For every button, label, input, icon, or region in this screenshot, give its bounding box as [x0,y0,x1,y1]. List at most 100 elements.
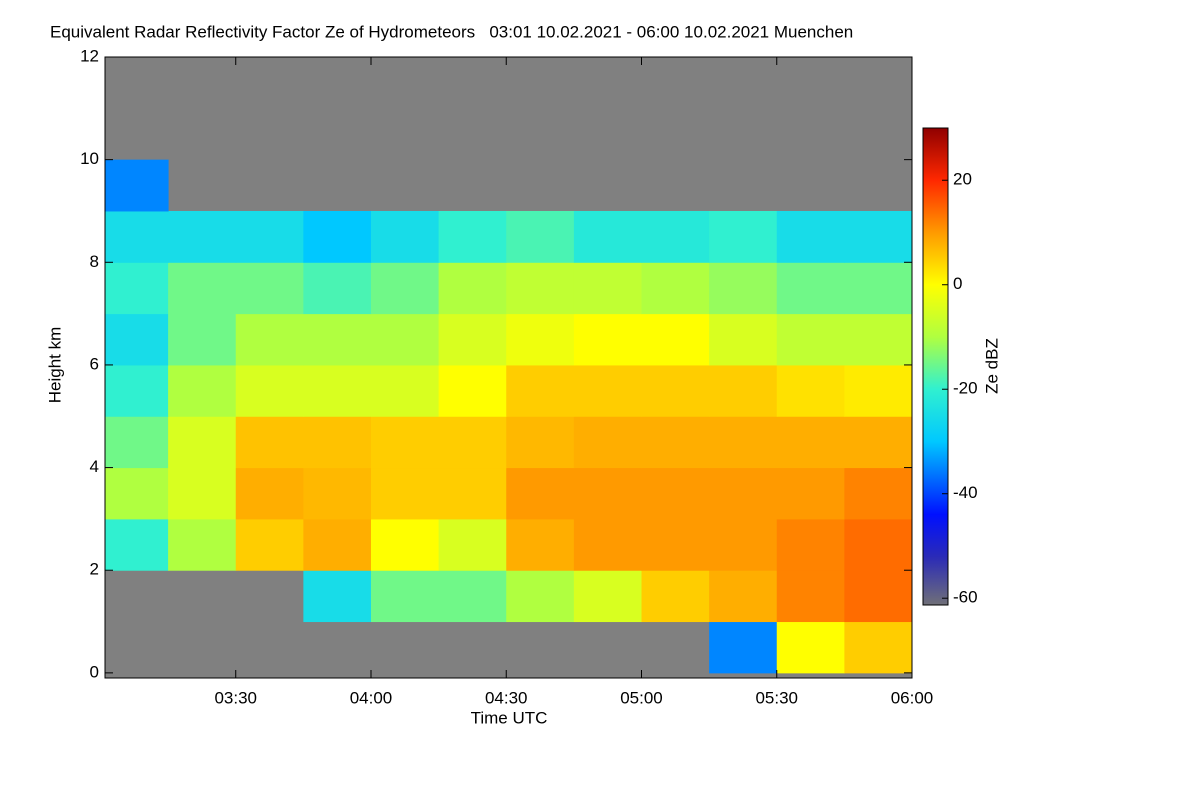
heat-cell [776,313,845,366]
heat-cell [709,416,778,469]
heat-cell [168,262,237,315]
x-tick-label: 05:00 [620,688,663,707]
heat-cell [641,467,710,520]
heat-cell [303,570,372,623]
heat-cell [776,262,845,315]
heat-cell [168,416,237,469]
heat-cell [303,467,372,520]
heat-cell [105,416,169,469]
heat-cell [303,364,372,417]
heat-cell [303,313,372,366]
heat-cell [641,570,710,623]
heat-cell [438,364,507,417]
heat-cell [105,210,169,263]
y-axis-label: Height km [45,327,64,404]
heat-cell [709,313,778,366]
heat-cell [438,210,507,263]
heat-cell [370,210,440,263]
heat-cell [844,364,913,417]
heat-cell [709,570,778,623]
heat-cell [573,262,642,315]
heat-cell [506,364,575,417]
y-tick-label: 0 [90,662,99,681]
heat-cell [573,518,642,571]
heat-cell [573,467,642,520]
heat-cell [641,262,710,315]
heat-cell [506,416,575,469]
y-tick-label: 12 [80,46,99,65]
y-tick-label: 10 [80,149,99,168]
heat-cell [235,313,304,366]
heat-cell [844,518,913,571]
heat-cell [370,416,440,469]
colorbar-tick-label: -20 [953,379,978,398]
y-tick-label: 2 [90,560,99,579]
colorbar [922,127,949,606]
colorbar-tick-label: 0 [953,274,962,293]
heat-cell [709,262,778,315]
heat-cell [370,262,440,315]
heat-cell [709,364,778,417]
heat-cell [709,210,778,263]
heat-cell [506,210,575,263]
heat-cell [168,364,237,417]
heat-cell [641,210,710,263]
heat-cell [506,313,575,366]
heat-cell [844,621,913,674]
heat-cell [641,416,710,469]
heat-cell [168,467,237,520]
heat-cell [776,210,845,263]
heat-cell [168,210,237,263]
heat-cell [506,518,575,571]
heat-cell [370,467,440,520]
heat-cell [235,467,304,520]
heat-cell [105,364,169,417]
heat-cell [370,313,440,366]
heat-cell [573,364,642,417]
heat-cell [235,416,304,469]
heat-cell [235,518,304,571]
heat-cell [573,313,642,366]
heat-cell [506,262,575,315]
heat-cell [168,518,237,571]
heat-cell [438,262,507,315]
heat-cell [438,518,507,571]
heat-cell [105,518,169,571]
heat-cell [776,467,845,520]
heat-cell [438,416,507,469]
heat-cell [105,467,169,520]
heat-cell [506,570,575,623]
heat-cell [776,364,845,417]
heat-cell [573,416,642,469]
heat-cell [370,518,440,571]
heat-cell [776,621,845,674]
colorbar-tick-label: -40 [953,483,978,502]
colorbar-tick-label: -60 [953,588,978,607]
heat-cell [641,518,710,571]
heat-cell [573,210,642,263]
x-tick-label: 04:00 [350,688,393,707]
heat-cell [105,313,169,366]
heat-cell [235,262,304,315]
heat-cell [641,364,710,417]
heat-cell [235,210,304,263]
heat-cell [105,262,169,315]
heat-cell [776,416,845,469]
x-tick-label: 04:30 [485,688,528,707]
heat-cell [438,313,507,366]
heat-cell [709,467,778,520]
heat-cell [641,313,710,366]
heat-cell [844,262,913,315]
x-tick-label: 05:30 [755,688,798,707]
heat-cell [844,570,913,623]
heat-cell [370,570,440,623]
heat-cell [844,467,913,520]
heat-cell [303,518,372,571]
heat-cell [235,364,304,417]
y-tick-label: 4 [90,457,99,476]
heat-cell [370,364,440,417]
chart-title: Equivalent Radar Reflectivity Factor Ze … [50,22,853,41]
heat-cell [438,467,507,520]
